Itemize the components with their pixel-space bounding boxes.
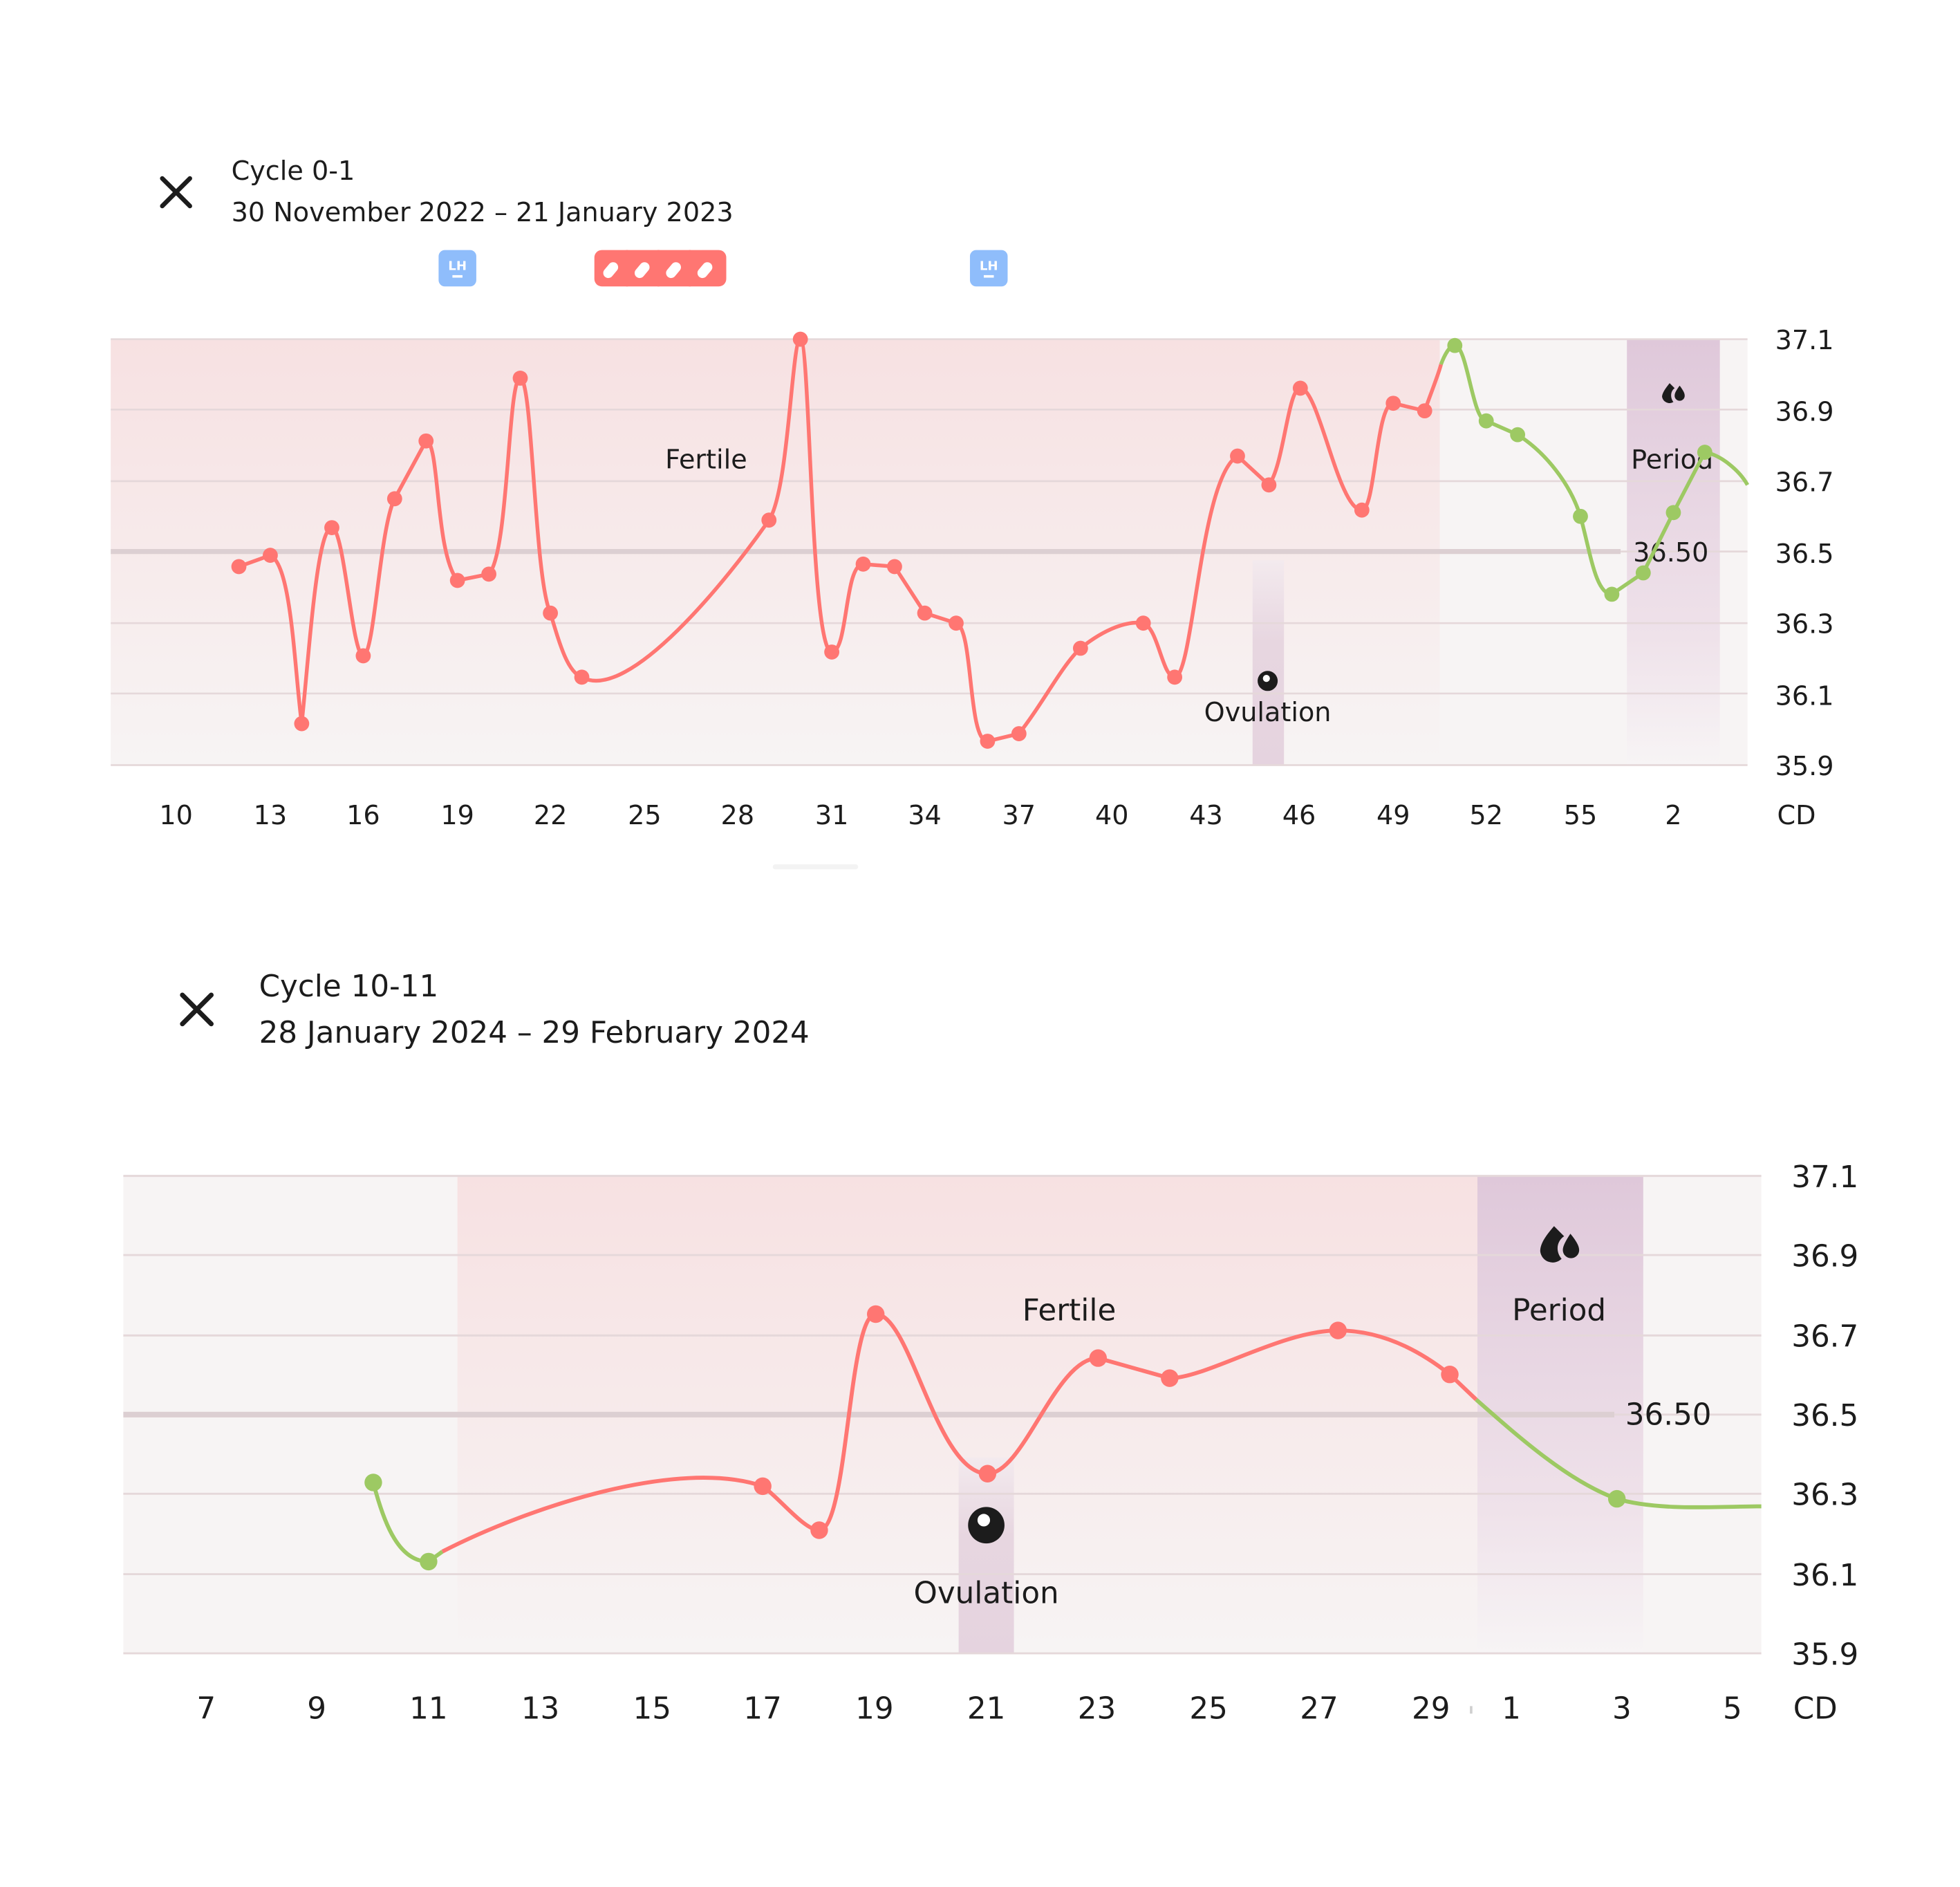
- x-axis-labels: 10 13 16 19 22 25 28 31 34 37 40 43 46 4…: [159, 800, 1816, 830]
- svg-text:43: 43: [1189, 800, 1223, 830]
- ovulation-icon: [968, 1507, 1005, 1544]
- svg-text:CD: CD: [1777, 800, 1816, 830]
- data-points-fertile: [754, 1305, 1459, 1539]
- cycle-date-range: 30 November 2022 – 21 January 2023: [232, 197, 734, 227]
- svg-text:35.9: 35.9: [1791, 1637, 1858, 1672]
- close-icon: [180, 992, 214, 1027]
- cycle-date-range: 28 January 2024 – 29 February 2024: [259, 1016, 810, 1050]
- svg-text:2: 2: [1665, 800, 1681, 830]
- svg-text:40: 40: [1095, 800, 1129, 830]
- period-drops-icon: [1662, 383, 1685, 403]
- temperature-line-fertile: [441, 1312, 1478, 1554]
- close-icon: [160, 176, 192, 209]
- ovulation-label: Ovulation: [1204, 697, 1332, 727]
- lh-badge-label: LH: [448, 259, 467, 274]
- svg-text:11: 11: [409, 1692, 447, 1727]
- svg-text:CD: CD: [1793, 1692, 1838, 1727]
- cycle-divider-tick: [1470, 1706, 1473, 1714]
- svg-text:36.3: 36.3: [1791, 1478, 1858, 1513]
- lh-badge-label: LH: [980, 259, 998, 274]
- close-button[interactable]: [160, 176, 192, 209]
- lh-negative-icon: [983, 275, 994, 278]
- svg-text:16: 16: [346, 800, 380, 830]
- grid-lines: [111, 338, 1748, 766]
- cycle-title: Cycle 0-1: [232, 156, 355, 186]
- grid-lines: [123, 1175, 1762, 1655]
- svg-text:37: 37: [1002, 800, 1036, 830]
- svg-text:25: 25: [1189, 1692, 1227, 1727]
- fertile-label: Fertile: [665, 445, 747, 475]
- x-axis-labels: 7 9 11 13 15 17 19 21 23 25 27 29 1 3 5 …: [196, 1692, 1837, 1727]
- data-points-infertile: [364, 1474, 1626, 1571]
- svg-text:35.9: 35.9: [1775, 751, 1834, 781]
- ovulation-icon: [1258, 671, 1278, 691]
- lh-negative-icon: [452, 275, 463, 278]
- coverline-value: 36.50: [1625, 1397, 1712, 1432]
- svg-text:34: 34: [908, 800, 942, 830]
- svg-text:1: 1: [1502, 1692, 1521, 1727]
- lh-test-badge[interactable]: LH: [438, 250, 476, 287]
- chart-cycle-10-11: Cycle 10-11 28 January 2024 – 29 Februar…: [123, 969, 1858, 1727]
- svg-text:36.9: 36.9: [1791, 1239, 1858, 1274]
- svg-text:10: 10: [159, 800, 193, 830]
- svg-text:19: 19: [440, 800, 474, 830]
- svg-text:37.1: 37.1: [1791, 1160, 1858, 1195]
- data-points-infertile: [1447, 337, 1712, 602]
- ovulation-label: Ovulation: [914, 1576, 1059, 1610]
- period-drops-icon: [1540, 1226, 1580, 1263]
- svg-text:5: 5: [1723, 1692, 1742, 1727]
- fertile-label: Fertile: [1023, 1294, 1117, 1328]
- chart-cycle-0-1: Cycle 0-1 30 November 2022 – 21 January …: [111, 156, 1834, 870]
- svg-text:13: 13: [254, 800, 288, 830]
- svg-text:7: 7: [196, 1692, 216, 1727]
- svg-text:3: 3: [1612, 1692, 1632, 1727]
- svg-text:36.7: 36.7: [1791, 1320, 1858, 1355]
- scroll-indicator[interactable]: [772, 864, 859, 870]
- svg-text:36.7: 36.7: [1775, 467, 1834, 497]
- svg-text:23: 23: [1078, 1692, 1116, 1727]
- ovulation-band: [1252, 560, 1285, 765]
- pill-icon: [603, 262, 713, 279]
- svg-text:36.1: 36.1: [1791, 1559, 1858, 1593]
- svg-text:49: 49: [1376, 800, 1410, 830]
- lh-test-badge[interactable]: LH: [969, 250, 1008, 287]
- cycle-title: Cycle 10-11: [259, 969, 439, 1004]
- y-axis-labels: 37.1 36.9 36.7 36.5 36.3 36.1 35.9: [1775, 325, 1834, 781]
- svg-text:25: 25: [628, 800, 662, 830]
- svg-text:55: 55: [1564, 800, 1598, 830]
- svg-text:22: 22: [534, 800, 568, 830]
- svg-text:27: 27: [1300, 1692, 1338, 1727]
- svg-text:36.3: 36.3: [1775, 609, 1834, 640]
- svg-text:36.5: 36.5: [1775, 539, 1834, 569]
- svg-text:15: 15: [633, 1692, 671, 1727]
- svg-text:46: 46: [1282, 800, 1316, 830]
- close-button[interactable]: [180, 992, 214, 1027]
- data-points-fertile: [231, 331, 1432, 749]
- svg-text:19: 19: [855, 1692, 893, 1727]
- svg-text:31: 31: [815, 800, 849, 830]
- svg-text:9: 9: [307, 1692, 326, 1727]
- svg-text:21: 21: [967, 1692, 1005, 1727]
- svg-text:28: 28: [721, 800, 755, 830]
- svg-text:52: 52: [1469, 800, 1503, 830]
- ovulation-band: [958, 1457, 1014, 1654]
- svg-text:36.5: 36.5: [1791, 1399, 1858, 1433]
- period-label: Period: [1512, 1294, 1606, 1328]
- pill-badges[interactable]: [594, 250, 727, 287]
- svg-text:37.1: 37.1: [1775, 325, 1834, 355]
- svg-text:36.9: 36.9: [1775, 397, 1834, 427]
- coverline-value: 36.50: [1633, 537, 1708, 568]
- svg-text:13: 13: [521, 1692, 559, 1727]
- svg-text:29: 29: [1412, 1692, 1450, 1727]
- svg-text:36.1: 36.1: [1775, 680, 1834, 711]
- svg-text:17: 17: [743, 1692, 781, 1727]
- y-axis-labels: 37.1 36.9 36.7 36.5 36.3 36.1 35.9: [1791, 1160, 1858, 1672]
